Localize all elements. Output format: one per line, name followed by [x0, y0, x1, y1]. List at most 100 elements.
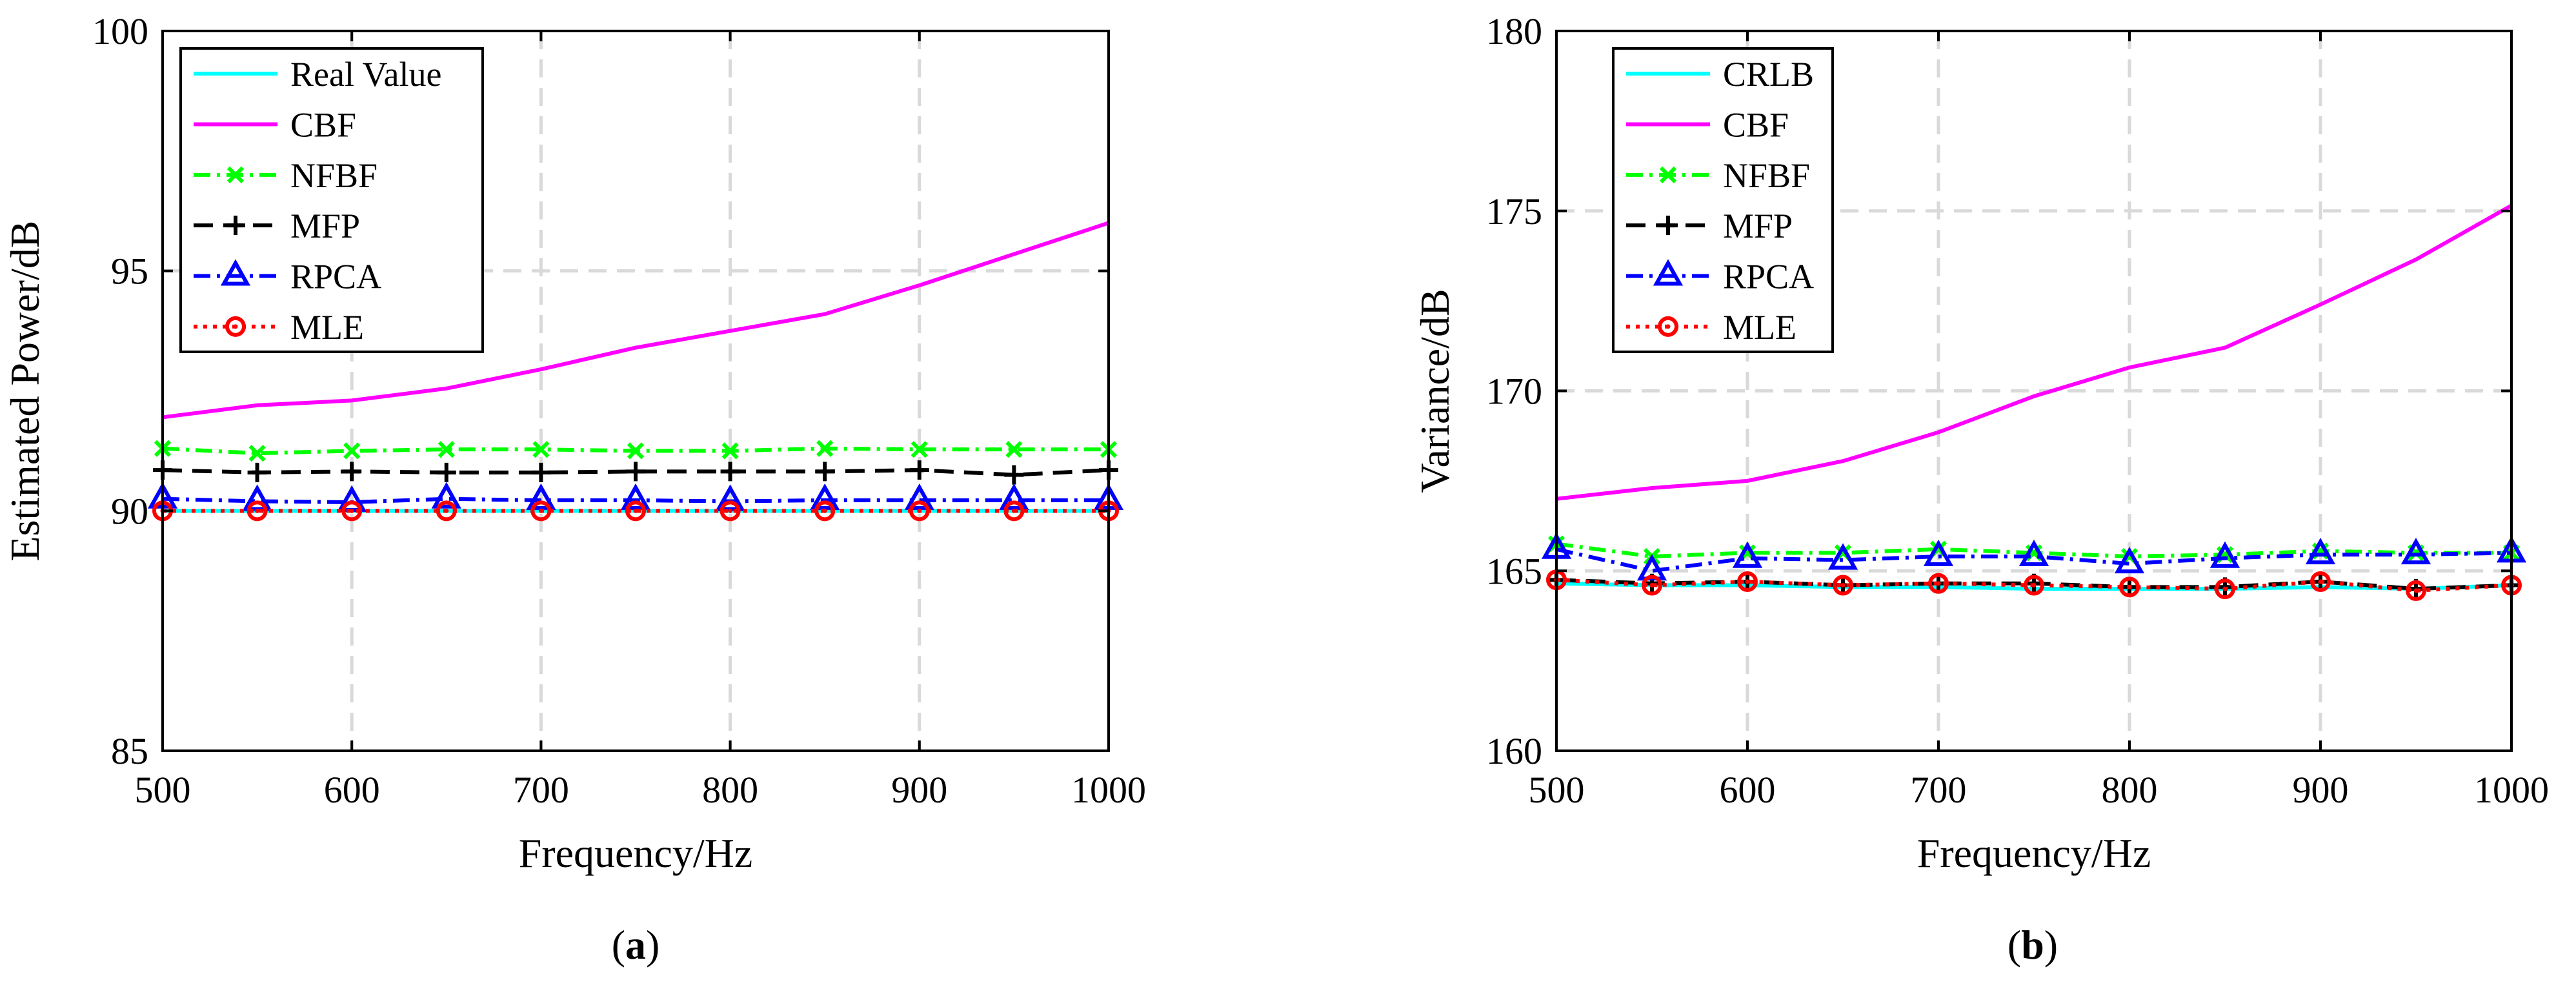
legend-label: MLE — [290, 308, 364, 347]
caption-close: ) — [2044, 922, 2058, 968]
series-line — [1556, 542, 2511, 558]
series-mle — [152, 500, 1119, 522]
series-point — [814, 500, 836, 522]
series-line — [162, 468, 1109, 477]
series-line — [162, 496, 1109, 504]
caption-letter: b — [2021, 922, 2044, 968]
series-point — [909, 460, 929, 480]
series-point-center — [2222, 586, 2228, 591]
series-point — [1737, 571, 1758, 592]
series-point — [436, 462, 456, 482]
x-tick-label: 700 — [513, 769, 569, 811]
series-point — [532, 441, 550, 458]
series-point-center — [1011, 508, 1016, 513]
series-cbf — [1556, 203, 2513, 501]
y-axis-label: Variance/dB — [1412, 289, 1458, 493]
series-point — [810, 483, 840, 510]
series-point — [2305, 538, 2336, 565]
series-point — [1004, 465, 1024, 485]
caption-open: ( — [2007, 922, 2021, 968]
series-point — [720, 462, 740, 482]
legend-marker-center — [1665, 324, 1671, 329]
series-point-center — [728, 508, 733, 513]
legend-marker — [1653, 259, 1684, 286]
series-point-center — [349, 508, 354, 513]
series-cbf — [162, 221, 1109, 420]
legend-marker-center — [233, 324, 238, 329]
x-tick-label: 1000 — [1071, 769, 1146, 811]
legend-label: CRLB — [1723, 55, 1814, 94]
series-point-center — [1936, 581, 1941, 586]
y-tick-label: 170 — [1486, 371, 1542, 413]
series-point — [247, 500, 268, 522]
series-point-center — [444, 508, 449, 513]
legend-marker — [1658, 216, 1678, 236]
caption-open: ( — [612, 922, 625, 968]
y-tick-label: 165 — [1486, 550, 1542, 592]
series-point — [2406, 580, 2426, 601]
legend-label: NFBF — [1723, 156, 1810, 195]
x-tick-label: 500 — [1529, 769, 1585, 811]
series-line — [162, 221, 1109, 420]
series-mle — [1546, 569, 2522, 601]
caption-letter: a — [625, 922, 646, 968]
y-tick-label: 85 — [111, 730, 148, 772]
legend-box — [1612, 47, 1834, 353]
series-point — [999, 483, 1029, 510]
series-point — [626, 462, 645, 482]
series-point — [2209, 541, 2240, 568]
x-tick-label: 1000 — [2474, 769, 2549, 811]
series-point — [1833, 575, 1853, 596]
series-nfbf — [154, 440, 1118, 462]
x-tick-label: 500 — [135, 769, 191, 811]
series-point — [341, 500, 363, 522]
legend-label: NFBF — [290, 156, 377, 195]
series-point — [1923, 539, 1954, 566]
series-point — [627, 442, 645, 460]
series-point — [1827, 543, 1858, 570]
legend-label: MFP — [1723, 207, 1793, 245]
series-line — [1556, 547, 2512, 573]
y-axis-label: Estimated Power/dB — [2, 221, 48, 562]
legend-label: CBF — [290, 106, 356, 145]
series-point — [815, 462, 835, 482]
series-point-center — [1840, 583, 1846, 588]
y-tick-label: 100 — [92, 10, 148, 52]
x-axis-label: Frequency/Hz — [519, 830, 753, 876]
series-point — [625, 500, 646, 522]
chart-a: 500 600 700 800 900 1000 85 90 95 100 Frequency/Hz… — [2, 10, 1146, 968]
series-point-center — [1745, 579, 1750, 584]
series-point-center — [1649, 583, 1655, 588]
series-point-center — [538, 508, 543, 513]
series-point — [1732, 541, 1763, 568]
x-tick-label: 900 — [891, 769, 947, 811]
chart-b: 500 600 700 800 900 1000 160 165 170 175 180 Freque… — [1412, 10, 2549, 968]
x-tick-label: 600 — [1720, 769, 1776, 811]
x-tick-label: 900 — [2293, 769, 2349, 811]
series-point — [436, 500, 457, 522]
y-tick-label: 160 — [1486, 730, 1542, 772]
legend-label: MFP — [290, 207, 360, 245]
y-tick-label: 95 — [111, 250, 148, 292]
series-point-center — [2413, 588, 2419, 593]
figure-caption: (b) — [2007, 922, 2058, 968]
legend-marker — [1659, 166, 1677, 183]
x-axis-label: Frequency/Hz — [1917, 830, 2151, 876]
legend-label: MLE — [1723, 308, 1796, 347]
legend-box — [179, 47, 484, 353]
series-point — [342, 462, 362, 482]
legend-marker — [220, 259, 251, 286]
series-point — [2400, 538, 2431, 565]
series-point — [1928, 573, 1949, 594]
axes-box — [161, 30, 1110, 752]
series-point — [1003, 500, 1025, 522]
legend-label: CBF — [1723, 106, 1789, 145]
series-point — [2018, 539, 2049, 566]
legend-label: RPCA — [1723, 258, 1814, 296]
series-point — [531, 462, 551, 482]
series-point — [526, 483, 556, 510]
series-point — [911, 441, 928, 458]
series-point-center — [633, 508, 638, 513]
series-point — [1642, 575, 1662, 596]
